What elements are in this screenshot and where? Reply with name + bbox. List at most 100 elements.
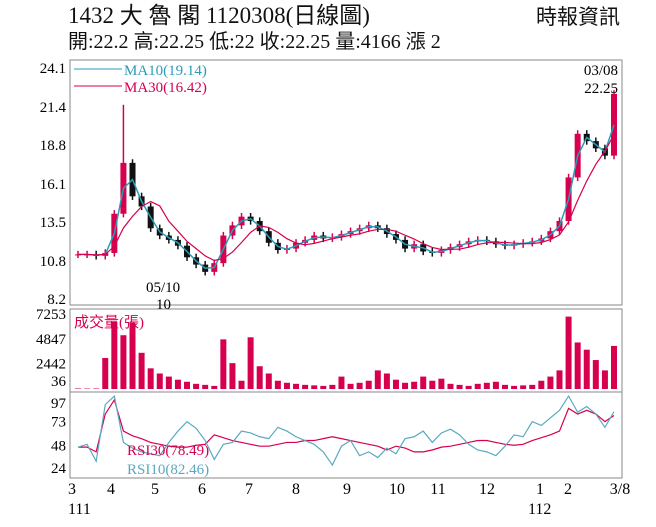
volume-bar: [574, 342, 581, 389]
volume-bar: [511, 385, 518, 389]
volume-bar: [520, 385, 527, 389]
ma30-legend: MA30(16.42): [124, 80, 207, 96]
rsi30-legend: RSI30(78.49): [127, 443, 209, 459]
ma10-legend: MA10(19.14): [124, 63, 207, 79]
rsi30-line: [78, 398, 615, 453]
x-tick-label: 11: [430, 481, 445, 498]
x-tick-label: 7: [245, 481, 253, 498]
volume-bar: [420, 376, 427, 389]
volume-bar: [138, 352, 145, 389]
volume-bar: [174, 379, 181, 389]
volume-bar: [102, 357, 109, 389]
x-tick-label: 12: [479, 481, 495, 498]
year-label: 111: [68, 501, 91, 518]
volume-bar: [538, 380, 545, 389]
volume-bar: [411, 381, 418, 389]
volume-bar: [220, 339, 227, 389]
price-tick-label: 13.5: [40, 215, 66, 231]
volume-bar: [474, 383, 481, 389]
volume-bar: [193, 383, 200, 389]
volume-bar: [447, 383, 454, 389]
volume-title: 成交量(張): [74, 313, 144, 331]
low-date-label: 05/10: [146, 280, 180, 296]
price-tick-label: 24.1: [40, 61, 66, 77]
volume-bar: [501, 384, 508, 389]
x-tick-label: 3/8: [610, 481, 630, 498]
volume-bar: [147, 368, 154, 389]
volume-bar: [529, 384, 536, 389]
volume-bar: [565, 316, 572, 389]
price-panel: [69, 59, 623, 306]
volume-bar: [356, 382, 363, 389]
volume-bar: [429, 380, 436, 389]
volume-bar: [556, 370, 563, 389]
volume-bar: [120, 335, 127, 389]
volume-tick-label: 2442: [36, 357, 66, 373]
x-tick-label: 6: [198, 481, 206, 498]
price-tick-label: 8.2: [47, 292, 66, 308]
volume-bar: [347, 383, 354, 389]
volume-tick-label: 4847: [36, 332, 67, 348]
x-tick-label: 1: [536, 481, 544, 498]
volume-bar: [547, 376, 554, 389]
volume-bar: [338, 376, 345, 389]
volume-bar: [456, 384, 463, 389]
volume-bar: [229, 363, 236, 389]
volume-bar: [111, 321, 118, 389]
volume-bar: [283, 382, 290, 389]
volume-bar: [374, 370, 381, 389]
x-tick-label: 8: [292, 481, 300, 498]
volume-bar: [165, 376, 172, 389]
volume-bar: [365, 380, 372, 389]
price-tick-label: 21.4: [40, 100, 67, 116]
volume-bar: [320, 385, 327, 389]
volume-bar: [238, 380, 245, 389]
volume-bar: [383, 373, 390, 389]
volume-bar: [402, 382, 409, 389]
rsi-tick-label: 48: [51, 438, 66, 454]
volume-bar: [184, 381, 191, 389]
volume-bar: [583, 349, 590, 389]
price-tick-label: 18.8: [40, 138, 66, 154]
quote-line: 開:22.2 高:22.25 低:22 收:22.25 量:4166 漲 2: [68, 31, 441, 53]
volume-bar: [256, 366, 263, 389]
volume-bar: [202, 384, 209, 389]
year-label: 112: [528, 501, 551, 518]
x-tick-label: 9: [343, 481, 351, 498]
last-close-label: 22.25: [584, 81, 618, 97]
rsi10-line: [77, 394, 615, 467]
volume-bar: [592, 360, 599, 389]
rsi-panel: [69, 391, 623, 479]
price-tick-label: 10.8: [40, 254, 66, 270]
volume-bar: [293, 383, 300, 389]
x-tick-label: 5: [151, 481, 159, 498]
x-tick-label: 3: [68, 481, 76, 498]
source-label: 時報資訊: [536, 5, 620, 29]
low-value-label: 10: [156, 297, 171, 313]
x-tick-label: 10: [389, 481, 405, 498]
volume-bar: [465, 385, 472, 389]
chart-title: 1432 大 魯 閣 1120308(日線圖): [68, 3, 370, 28]
volume-bar: [392, 379, 399, 389]
rsi-tick-label: 73: [51, 415, 66, 431]
volume-bar: [265, 373, 272, 389]
volume-bar: [75, 388, 81, 389]
volume-tick-label: 7253: [36, 307, 66, 323]
x-tick-label: 2: [564, 481, 572, 498]
volume-bar: [311, 385, 318, 389]
volume-bar: [611, 345, 617, 389]
volume-tick-label: 36: [51, 374, 67, 390]
volume-bar: [438, 378, 445, 389]
volume-bar: [247, 337, 254, 389]
volume-bar: [274, 380, 281, 389]
volume-bar: [211, 385, 218, 389]
volume-bar: [156, 373, 163, 389]
volume-bar: [601, 370, 608, 389]
last-date-label: 03/08: [584, 63, 618, 79]
volume-bar: [329, 384, 336, 389]
price-tick-label: 16.1: [40, 177, 66, 193]
rsi-tick-label: 24: [51, 461, 67, 477]
volume-bar: [492, 381, 499, 389]
